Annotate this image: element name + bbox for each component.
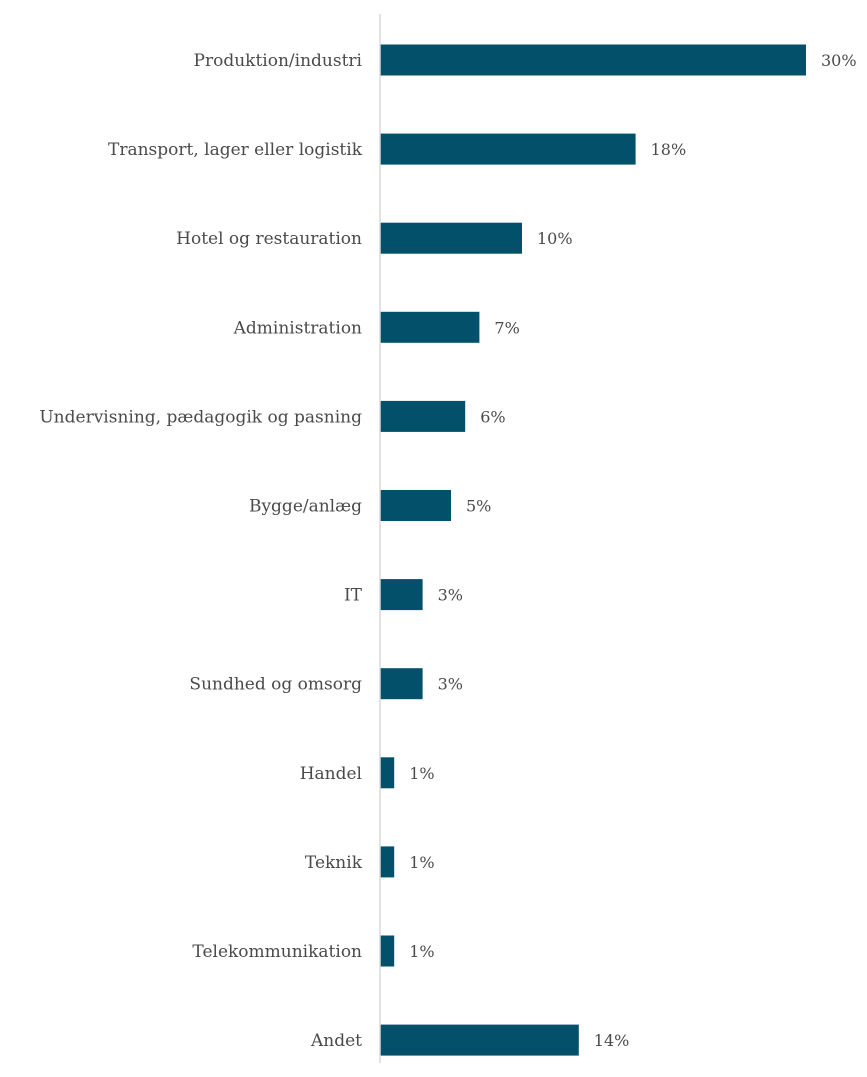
category-label: Teknik (305, 853, 363, 873)
category-label: Administration (233, 318, 362, 338)
category-label: Telekommunikation (192, 942, 362, 962)
bar (380, 400, 466, 432)
bar (380, 222, 522, 254)
value-label: 7% (494, 318, 519, 337)
bar (380, 846, 395, 878)
value-label: 3% (438, 586, 463, 605)
bars-layer (380, 44, 806, 1056)
value-label: 1% (409, 764, 434, 783)
bar (380, 490, 451, 521)
bar (380, 44, 806, 76)
bar (380, 311, 480, 343)
value-label: 1% (409, 853, 434, 872)
bar (380, 579, 423, 611)
bar (380, 935, 395, 967)
value-label: 10% (537, 229, 573, 248)
category-label: Bygge/anlæg (249, 497, 362, 517)
value-label: 14% (594, 1031, 630, 1050)
category-label: Handel (300, 764, 362, 784)
value-label: 3% (438, 675, 463, 694)
bar (380, 133, 636, 165)
category-label: Sundhed og omsorg (189, 675, 362, 695)
category-label: Produktion/industri (194, 51, 363, 71)
category-label: Andet (310, 1031, 362, 1051)
category-label: Transport, lager eller logistik (108, 140, 363, 160)
bar (380, 668, 423, 700)
category-label: Hotel og restauration (176, 229, 362, 249)
bar (380, 757, 395, 789)
value-label: 5% (466, 497, 491, 516)
value-label: 30% (821, 51, 857, 70)
value-label: 18% (651, 140, 687, 159)
bar (380, 1024, 579, 1056)
category-label: Undervisning, pædagogik og pasning (39, 407, 362, 427)
category-label: IT (344, 586, 363, 606)
value-label: 1% (409, 942, 434, 961)
category-labels: Produktion/industri Transport, lager elle… (39, 51, 362, 1051)
value-labels: 30% 18% 10% 7% 6% 5% 3% 3% 1% 1% 1% 14% (409, 51, 856, 1050)
value-label: 6% (480, 407, 505, 426)
